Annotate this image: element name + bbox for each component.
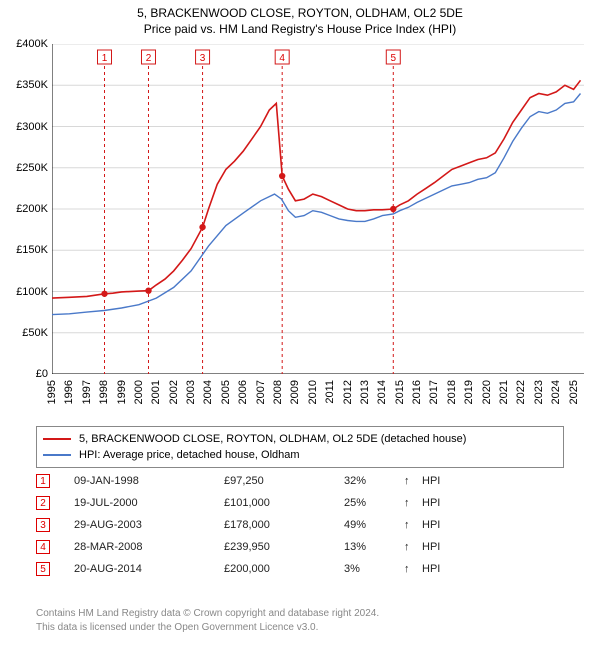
sale-date: 29-AUG-2003 (74, 519, 224, 531)
x-tick-label: 2004 (202, 380, 214, 404)
y-tick-label: £0 (36, 368, 48, 380)
sale-pct: 13% (344, 541, 404, 553)
sale-price: £97,250 (224, 475, 344, 487)
plot-svg: 1 2 3 4 5 (52, 44, 584, 374)
chart-area: £0£50K£100K£150K£200K£250K£300K£350K£400… (0, 44, 600, 414)
svg-text:1: 1 (102, 53, 108, 64)
legend-swatch-hpi (43, 454, 71, 456)
svg-text:3: 3 (200, 53, 206, 64)
x-tick-label: 2003 (185, 380, 197, 404)
sale-hpi-label: HPI (422, 475, 440, 487)
legend-swatch-property (43, 438, 71, 440)
x-tick-label: 2014 (376, 380, 388, 404)
sale-pct: 32% (344, 475, 404, 487)
sale-row: 1 09-JAN-1998£97,25032%↑HPI (36, 470, 564, 492)
x-tick-label: 2005 (220, 380, 232, 404)
y-tick-label: £50K (22, 327, 48, 339)
title-subtitle: Price paid vs. HM Land Registry's House … (0, 22, 600, 36)
x-tick-label: 2002 (168, 380, 180, 404)
sale-marker: 4 (36, 540, 50, 554)
x-tick-label: 2011 (324, 380, 336, 404)
x-tick-label: 2008 (272, 380, 284, 404)
x-tick-label: 1999 (116, 380, 128, 404)
plot-area: 12345 1995199619971998199920002001200220… (52, 44, 584, 374)
x-tick-label: 2023 (533, 380, 545, 404)
x-tick-label: 2012 (342, 380, 354, 404)
sale-pct: 3% (344, 563, 404, 575)
x-tick-label: 2006 (237, 380, 249, 404)
title-address: 5, BRACKENWOOD CLOSE, ROYTON, OLDHAM, OL… (0, 6, 600, 20)
sale-hpi-label: HPI (422, 563, 440, 575)
sale-row: 5 20-AUG-2014£200,0003%↑HPI (36, 558, 564, 580)
x-tick-label: 1998 (98, 380, 110, 404)
y-tick-label: £100K (16, 286, 48, 298)
x-tick-label: 2007 (255, 380, 267, 404)
x-tick-label: 1996 (63, 380, 75, 404)
sale-date: 19-JUL-2000 (74, 497, 224, 509)
y-tick-label: £300K (16, 121, 48, 133)
x-tick-label: 2015 (394, 380, 406, 404)
legend: 5, BRACKENWOOD CLOSE, ROYTON, OLDHAM, OL… (36, 426, 564, 468)
legend-item-hpi: HPI: Average price, detached house, Oldh… (43, 447, 557, 463)
x-tick-label: 2016 (411, 380, 423, 404)
sale-hpi-label: HPI (422, 497, 440, 509)
sale-marker: 3 (36, 518, 50, 532)
x-tick-label: 2019 (463, 380, 475, 404)
sale-date: 20-AUG-2014 (74, 563, 224, 575)
arrow-up-icon: ↑ (404, 541, 422, 553)
sale-marker: 5 (36, 562, 50, 576)
x-tick-label: 2024 (550, 380, 562, 404)
sale-row: 4 28-MAR-2008£239,95013%↑HPI (36, 536, 564, 558)
arrow-up-icon: ↑ (404, 475, 422, 487)
x-tick-label: 2013 (359, 380, 371, 404)
sale-price: £101,000 (224, 497, 344, 509)
sale-hpi-label: HPI (422, 541, 440, 553)
sale-row: 2 19-JUL-2000£101,00025%↑HPI (36, 492, 564, 514)
x-tick-label: 2017 (428, 380, 440, 404)
sale-date: 28-MAR-2008 (74, 541, 224, 553)
y-tick-label: £200K (16, 203, 48, 215)
x-tick-label: 1995 (46, 380, 58, 404)
y-tick-label: £150K (16, 244, 48, 256)
sale-price: £200,000 (224, 563, 344, 575)
arrow-up-icon: ↑ (404, 519, 422, 531)
sale-date: 09-JAN-1998 (74, 475, 224, 487)
legend-label-hpi: HPI: Average price, detached house, Oldh… (79, 449, 300, 461)
footnote: Contains HM Land Registry data © Crown c… (36, 607, 379, 634)
footnote-line1: Contains HM Land Registry data © Crown c… (36, 607, 379, 621)
arrow-up-icon: ↑ (404, 563, 422, 575)
y-tick-label: £400K (16, 38, 48, 50)
sale-pct: 25% (344, 497, 404, 509)
y-tick-label: £350K (16, 79, 48, 91)
x-tick-label: 2025 (568, 380, 580, 404)
x-tick-label: 1997 (81, 380, 93, 404)
x-tick-label: 2021 (498, 380, 510, 404)
x-tick-label: 2020 (481, 380, 493, 404)
legend-item-property: 5, BRACKENWOOD CLOSE, ROYTON, OLDHAM, OL… (43, 431, 557, 447)
sale-marker: 1 (36, 474, 50, 488)
sale-price: £178,000 (224, 519, 344, 531)
x-tick-label: 2022 (515, 380, 527, 404)
footnote-line2: This data is licensed under the Open Gov… (36, 621, 379, 635)
sales-table: 109-JAN-1998£97,25032%↑HPI219-JUL-2000£1… (36, 470, 564, 580)
x-tick-label: 2010 (307, 380, 319, 404)
title-block: 5, BRACKENWOOD CLOSE, ROYTON, OLDHAM, OL… (0, 0, 600, 36)
x-tick-label: 2001 (150, 380, 162, 404)
svg-text:4: 4 (279, 53, 285, 64)
legend-label-property: 5, BRACKENWOOD CLOSE, ROYTON, OLDHAM, OL… (79, 433, 466, 445)
x-tick-label: 2000 (133, 380, 145, 404)
sale-row: 3 29-AUG-2003£178,00049%↑HPI (36, 514, 564, 536)
sale-hpi-label: HPI (422, 519, 440, 531)
svg-text:2: 2 (146, 53, 152, 64)
sale-pct: 49% (344, 519, 404, 531)
x-tick-label: 2018 (446, 380, 458, 404)
y-tick-label: £250K (16, 162, 48, 174)
sale-marker: 2 (36, 496, 50, 510)
svg-text:5: 5 (390, 53, 396, 64)
sale-price: £239,950 (224, 541, 344, 553)
arrow-up-icon: ↑ (404, 497, 422, 509)
chart-container: 5, BRACKENWOOD CLOSE, ROYTON, OLDHAM, OL… (0, 0, 600, 650)
x-tick-label: 2009 (289, 380, 301, 404)
